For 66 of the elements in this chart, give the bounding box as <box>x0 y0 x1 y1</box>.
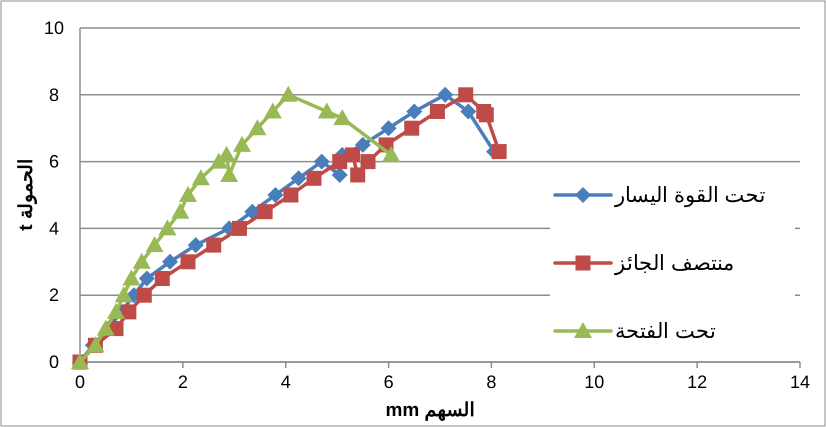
y-tick-label: 4 <box>48 218 60 238</box>
point <box>122 270 140 286</box>
point <box>360 154 376 170</box>
point <box>146 236 164 252</box>
point <box>404 120 420 136</box>
point <box>206 238 222 253</box>
point <box>290 170 307 186</box>
y-axis-title: الحمولة t <box>16 159 37 231</box>
point <box>138 270 155 286</box>
x-tick-label: 8 <box>486 372 496 392</box>
point <box>306 170 322 186</box>
point <box>136 288 152 303</box>
point <box>382 146 400 162</box>
x-tick-label: 6 <box>384 372 394 392</box>
point <box>248 119 266 136</box>
point <box>380 120 397 136</box>
point <box>258 204 273 220</box>
point <box>345 147 360 162</box>
point <box>318 102 336 118</box>
x-tick-label: 14 <box>790 372 810 392</box>
point <box>158 219 176 236</box>
point <box>437 86 454 103</box>
point <box>406 104 422 120</box>
point <box>107 302 125 319</box>
point <box>121 304 136 320</box>
x-tick-label: 10 <box>584 372 604 392</box>
point <box>264 102 282 118</box>
point <box>279 86 298 102</box>
point <box>162 254 178 270</box>
point <box>180 254 196 270</box>
x-tick-label: 2 <box>178 372 188 392</box>
point <box>154 271 170 286</box>
point <box>188 237 204 254</box>
legend-label: منتصف الجائز <box>614 252 734 276</box>
point <box>333 109 352 126</box>
point <box>267 187 284 203</box>
point <box>171 202 190 219</box>
point <box>430 104 445 119</box>
y-tick-label: 10 <box>44 18 64 38</box>
point <box>350 167 366 182</box>
point <box>458 87 474 102</box>
point <box>96 320 115 336</box>
point <box>492 144 507 160</box>
y-tick-label: 6 <box>48 152 60 172</box>
point <box>132 252 151 269</box>
point <box>332 154 348 170</box>
point <box>192 169 210 186</box>
point <box>354 136 371 153</box>
point <box>220 166 238 182</box>
point <box>114 286 133 302</box>
legend-label: تحت الفتحة <box>615 320 716 343</box>
point <box>233 136 251 152</box>
x-tick-label: 0 <box>74 372 86 392</box>
point <box>478 107 494 122</box>
point <box>283 188 298 202</box>
y-tick-label: 0 <box>48 352 60 372</box>
point <box>460 104 476 120</box>
point <box>232 220 247 236</box>
point <box>179 186 197 202</box>
y-tick-label: 2 <box>48 285 60 306</box>
point <box>314 154 330 170</box>
x-tick-label: 12 <box>687 372 708 392</box>
y-tick-label: 8 <box>48 84 60 105</box>
x-axis-title: السهم mm <box>385 400 475 421</box>
legend-label: تحت القوة اليسار <box>614 184 766 208</box>
x-tick-label: 4 <box>280 372 291 392</box>
